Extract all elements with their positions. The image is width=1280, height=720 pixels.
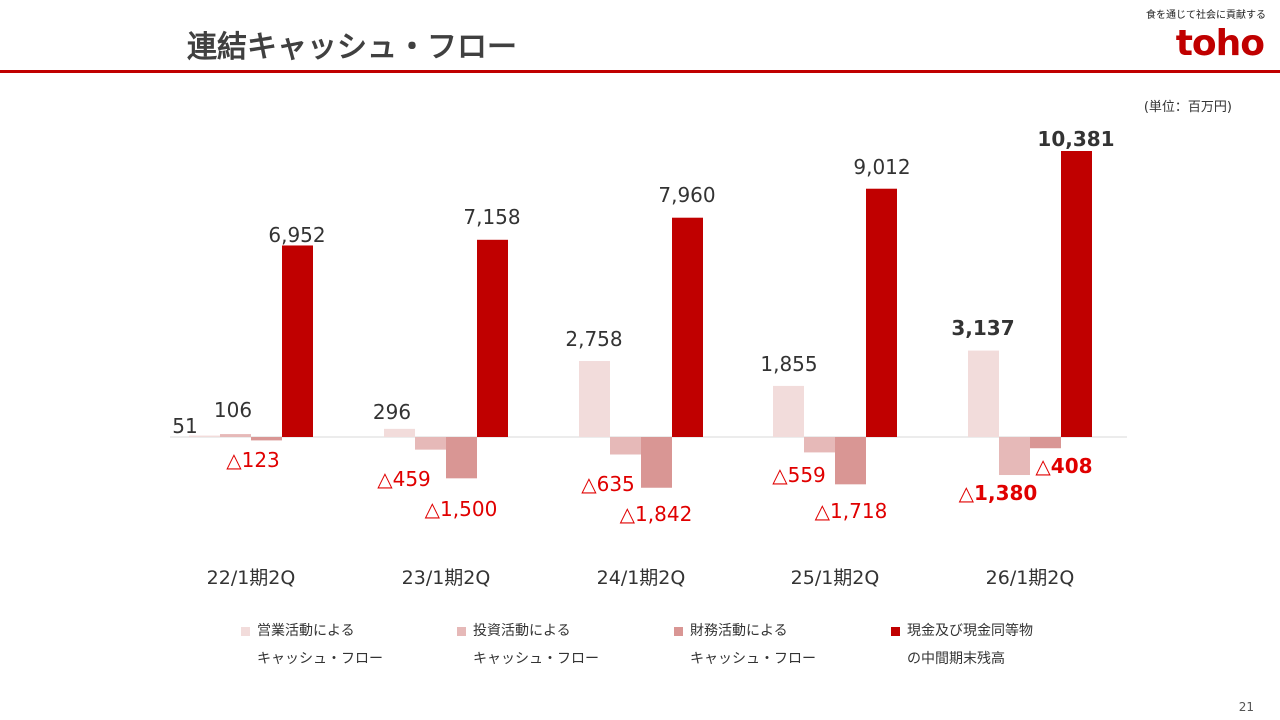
legend-label-line2: の中間期末残高 bbox=[907, 651, 1005, 667]
legend-label-line1: 財務活動による bbox=[690, 623, 788, 639]
data-label-s4-c5: 10,381 bbox=[1037, 127, 1114, 151]
bar-s2-c2 bbox=[415, 437, 446, 450]
bar-s1-c1 bbox=[189, 435, 220, 437]
data-label-s3-c3: △1,842 bbox=[620, 502, 693, 526]
category-label-5: 26/1期2Q bbox=[986, 567, 1075, 589]
legend-item-1: 営業活動によるキャッシュ・フロー bbox=[241, 617, 421, 673]
bar-s3-c3 bbox=[641, 437, 672, 488]
bar-s3-c5 bbox=[1030, 437, 1061, 449]
bar-s4-c5 bbox=[1061, 151, 1092, 437]
data-label-s1-c5: 3,137 bbox=[951, 316, 1014, 340]
data-label-s1-c1: 51 bbox=[172, 414, 197, 438]
legend-swatch-2 bbox=[457, 627, 466, 636]
legend-label-line1: 投資活動による bbox=[473, 623, 571, 639]
legend-label-line2: キャッシュ・フロー bbox=[690, 651, 816, 667]
data-label-s3-c2: △1,500 bbox=[425, 497, 498, 521]
bar-s1-c4 bbox=[773, 385, 804, 437]
data-label-s4-c3: 7,960 bbox=[658, 183, 715, 207]
bar-s2-c5 bbox=[999, 437, 1030, 476]
bar-s3-c2 bbox=[446, 437, 477, 479]
header-divider bbox=[0, 70, 1280, 73]
data-label-s4-c2: 7,158 bbox=[463, 205, 520, 229]
category-label-2: 23/1期2Q bbox=[402, 567, 491, 589]
data-label-s2-c5: △1,380 bbox=[959, 481, 1038, 505]
legend-label-line1: 現金及び現金同等物 bbox=[907, 623, 1033, 639]
company-tagline: 食を通じて社会に貢献する bbox=[1146, 10, 1266, 21]
data-label-s3-c5: △408 bbox=[1035, 454, 1092, 478]
bar-s1-c5 bbox=[968, 350, 999, 437]
bar-s2-c1 bbox=[220, 434, 251, 437]
bar-s4-c3 bbox=[672, 217, 703, 437]
data-label-s1-c3: 2,758 bbox=[565, 327, 622, 351]
bar-s2-c4 bbox=[804, 437, 835, 453]
cash-flow-chart: 51 106 △123 6,952 22/1期2Q 296 △459 △1,500 7,158 2… bbox=[170, 127, 1127, 589]
data-label-s2-c4: △559 bbox=[772, 463, 826, 487]
legend-item-2: 投資活動によるキャッシュ・フロー bbox=[457, 617, 637, 673]
bar-s4-c4 bbox=[866, 188, 897, 437]
data-label-s1-c2: 296 bbox=[373, 400, 411, 424]
category-label-3: 24/1期2Q bbox=[597, 567, 686, 589]
legend-item-3: 財務活動によるキャッシュ・フロー bbox=[674, 617, 854, 673]
legend-label-line2: キャッシュ・フロー bbox=[473, 651, 599, 667]
bar-s2-c3 bbox=[610, 437, 641, 455]
data-label-s2-c2: △459 bbox=[377, 467, 431, 491]
company-logo: toho bbox=[1175, 23, 1265, 64]
category-label-4: 25/1期2Q bbox=[791, 567, 880, 589]
bar-s4-c2 bbox=[477, 239, 508, 437]
data-label-s2-c1: 106 bbox=[214, 398, 252, 422]
bar-s3-c4 bbox=[835, 437, 866, 485]
legend-swatch-3 bbox=[674, 627, 683, 636]
legend-swatch-4 bbox=[891, 627, 900, 636]
bar-s3-c1 bbox=[251, 437, 282, 441]
page-title: 連結キャッシュ・フロー bbox=[187, 30, 517, 65]
data-label-s4-c4: 9,012 bbox=[853, 155, 910, 179]
bar-s1-c2 bbox=[384, 428, 415, 437]
data-label-s3-c1: △123 bbox=[226, 448, 280, 472]
data-label-s1-c4: 1,855 bbox=[760, 352, 817, 376]
legend-item-4: 現金及び現金同等物 の中間期末残高 bbox=[891, 617, 1071, 673]
bar-s1-c3 bbox=[579, 361, 610, 437]
data-label-s3-c4: △1,718 bbox=[815, 499, 888, 523]
bar-s4-c1 bbox=[282, 245, 313, 437]
page-number: 21 bbox=[1238, 700, 1254, 714]
data-label-s4-c1: 6,952 bbox=[268, 223, 325, 247]
data-label-s2-c3: △635 bbox=[581, 472, 635, 496]
legend-swatch-1 bbox=[241, 627, 250, 636]
legend-label-line2: キャッシュ・フロー bbox=[257, 651, 383, 667]
unit-label: (単位：百万円) bbox=[1143, 100, 1232, 115]
legend-label-line1: 営業活動による bbox=[257, 623, 355, 639]
category-label-1: 22/1期2Q bbox=[207, 567, 296, 589]
